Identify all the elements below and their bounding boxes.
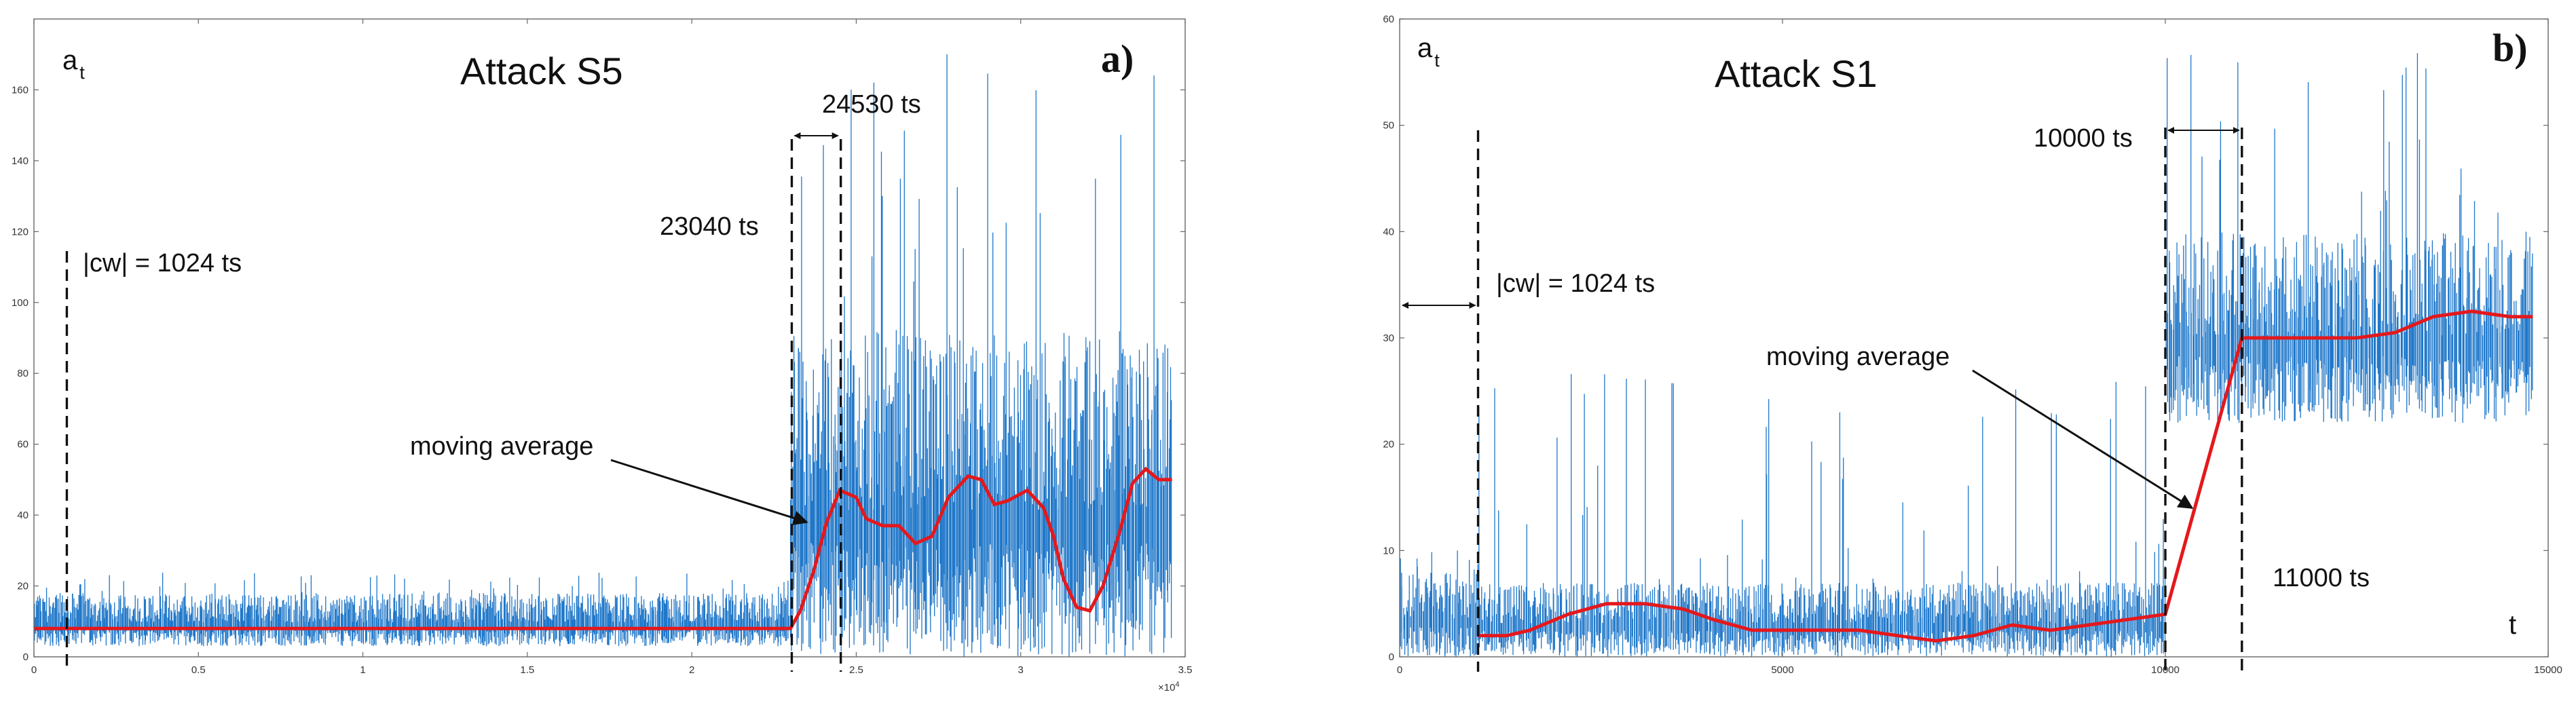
x-axis-ticks: 0 0.5 1 1.5 2 2.5 3 3.5	[31, 19, 1193, 676]
context-window-label: |cw| = 1024 ts	[83, 249, 242, 278]
panel-label: b)	[2493, 26, 2528, 70]
x-axis-exponent: ×104	[1158, 681, 1180, 693]
y-tick-label: 80	[17, 368, 29, 379]
attack-start-label: 23040 ts	[660, 212, 759, 241]
x-tick-label: 1	[360, 664, 365, 676]
x-tick-label: 0	[31, 664, 37, 676]
x-tick-label: 3.5	[1178, 664, 1193, 676]
y-tick-label: 0	[23, 651, 29, 663]
y-tick-label: 50	[1383, 120, 1394, 132]
y-tick-label: 60	[17, 439, 29, 451]
y-tick-label: 0	[1389, 651, 1394, 663]
x-tick-label: 2.5	[849, 664, 863, 676]
chart-title: Attack S1	[1715, 52, 1878, 95]
moving-average-label: moving average	[410, 432, 593, 461]
attack-end-label: 11000 ts	[2273, 564, 2370, 592]
y-tick-label: 20	[17, 581, 29, 592]
moving-average-line	[34, 466, 1172, 630]
plot-frame	[33, 18, 1186, 658]
x-tick-label: 5000	[1771, 664, 1793, 676]
y-tick-label: 40	[17, 510, 29, 521]
moving-average-line	[1478, 309, 2533, 643]
y-tick-label: 10	[1383, 545, 1394, 556]
y-tick-label: 100	[12, 297, 29, 309]
moving-average-arrow	[610, 459, 808, 526]
x-tick-label: 1.5	[520, 664, 534, 676]
window-end-label: 24530 ts	[822, 90, 921, 119]
y-tick-label: 20	[1383, 439, 1394, 451]
x-tick-label: 2	[689, 664, 694, 676]
y-tick-label: 140	[12, 155, 29, 167]
signal-trace	[34, 54, 1172, 657]
x-tick-label: 0.5	[191, 664, 206, 676]
x-tick-label: 15000	[2534, 664, 2562, 676]
panel-a: 0 20 40 60 80 100 120 140 160 0 0.5 1 1.5 2 2.5 3 3.5 ×…	[12, 18, 1193, 693]
y-tick-label: 120	[12, 226, 29, 237]
moving-average-label: moving average	[1766, 343, 1949, 371]
x-tick-label: 3	[1018, 664, 1024, 676]
plot-frame	[1399, 18, 2549, 658]
y-tick-label: 60	[1383, 14, 1394, 25]
y-tick-label: 40	[1383, 226, 1394, 237]
x-axis-label: t	[2509, 610, 2516, 640]
attack-start-label: 10000 ts	[2034, 124, 2133, 153]
y-tick-label: 30	[1383, 332, 1394, 344]
context-window-label: |cw| = 1024 ts	[1496, 269, 1655, 298]
y-axis-ticks: 0 20 40 60 80 100 120 140 160	[12, 84, 1185, 663]
signal-series	[34, 54, 1172, 657]
x-tick-label: 0	[1397, 664, 1402, 676]
y-tick-label: 160	[12, 84, 29, 96]
chart-title: Attack S5	[460, 50, 623, 92]
x-axis-ticks: 050001000015000	[1397, 19, 2562, 676]
moving-average-arrow	[1972, 369, 2194, 509]
y-axis-ticks: 0 10 20 30 40 50 60	[1383, 14, 2548, 663]
panel-label: a)	[1101, 37, 1134, 81]
